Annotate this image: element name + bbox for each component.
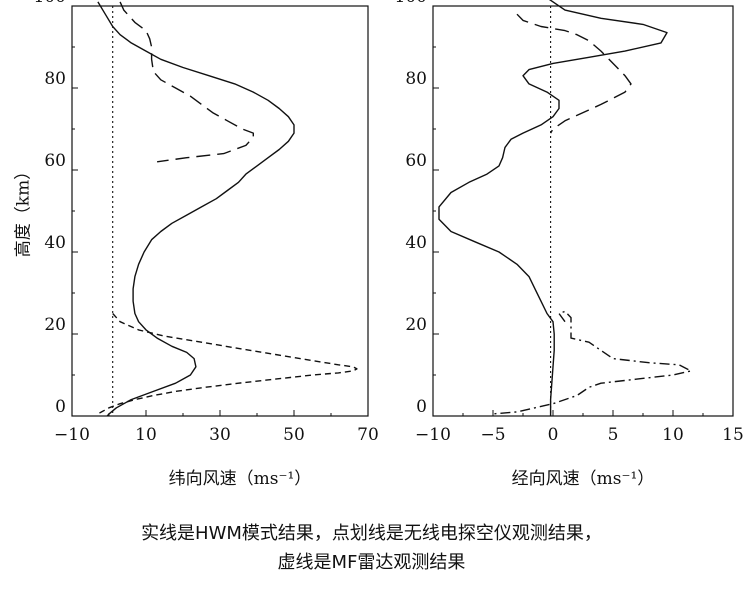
meridional-y-tick-label: 60 [405, 151, 427, 171]
zonal-y-tick-label: 0 [55, 397, 66, 417]
zonal-y-tick-label: 100 [34, 0, 66, 7]
zonal-y-tick-label: 60 [44, 151, 66, 171]
chart-meridional-wind: −10 −5 0 5 10 15 0 20 40 60 80 100 经向风速（ms⁻¹） [395, 0, 743, 489]
y-axis-title: 高度（km） [14, 163, 34, 257]
caption-line-1: 实线是HWM模式结果，点划线是无线电探空仪观测结果， [141, 523, 602, 544]
zonal-series-short-dash [97, 313, 358, 416]
meridional-y-tick-label: 80 [405, 69, 427, 89]
zonal-y-tick-label: 40 [44, 233, 66, 253]
zonal-y-tick-label: 80 [44, 69, 66, 89]
meridional-plot-area: −10 −5 0 5 10 15 0 20 40 60 80 100 [395, 0, 743, 445]
meridional-x-tick-label: 0 [548, 425, 559, 445]
meridional-series-solid [438, 0, 668, 416]
meridional-x-tick-label: −5 [480, 425, 505, 445]
meridional-y-tick-label: 0 [416, 397, 427, 417]
zonal-series-long-dash [119, 1, 254, 163]
zonal-x-axis-title: 纬向风速（ms⁻¹） [169, 469, 312, 489]
caption-line-2: 虚线是MF雷达观测结果 [277, 552, 466, 573]
meridional-series-dash-dot [492, 310, 692, 415]
zonal-x-tick-label: 10 [135, 425, 157, 445]
zonal-x-tick-label: 30 [209, 425, 231, 445]
meridional-x-tick-label: 5 [608, 425, 619, 445]
meridional-series-long-dash [516, 13, 632, 134]
zonal-x-tick-label: 70 [357, 425, 379, 445]
meridional-x-tick-label: −10 [415, 425, 451, 445]
zonal-y-tick-label: 20 [44, 315, 66, 335]
zonal-plot-area: −10 10 30 50 70 0 20 40 60 80 100 [34, 0, 379, 445]
zonal-x-tick-label: 50 [283, 425, 305, 445]
meridional-y-tick-label: 40 [405, 233, 427, 253]
meridional-x-axis-title: 经向风速（ms⁻¹） [512, 469, 655, 489]
zonal-axes-frame [71, 5, 369, 417]
chart-zonal-wind: −10 10 30 50 70 0 20 40 60 80 100 纬向风速（ms⁻¹） [34, 0, 379, 489]
meridional-y-tick-label: 100 [395, 0, 427, 7]
meridional-axes-frame [432, 5, 734, 417]
meridional-x-tick-label: 10 [662, 425, 684, 445]
meridional-y-tick-label: 20 [405, 315, 427, 335]
meridional-x-tick-label: 15 [722, 425, 743, 445]
zonal-series-solid [97, 1, 295, 417]
zonal-x-tick-label: −10 [54, 425, 90, 445]
